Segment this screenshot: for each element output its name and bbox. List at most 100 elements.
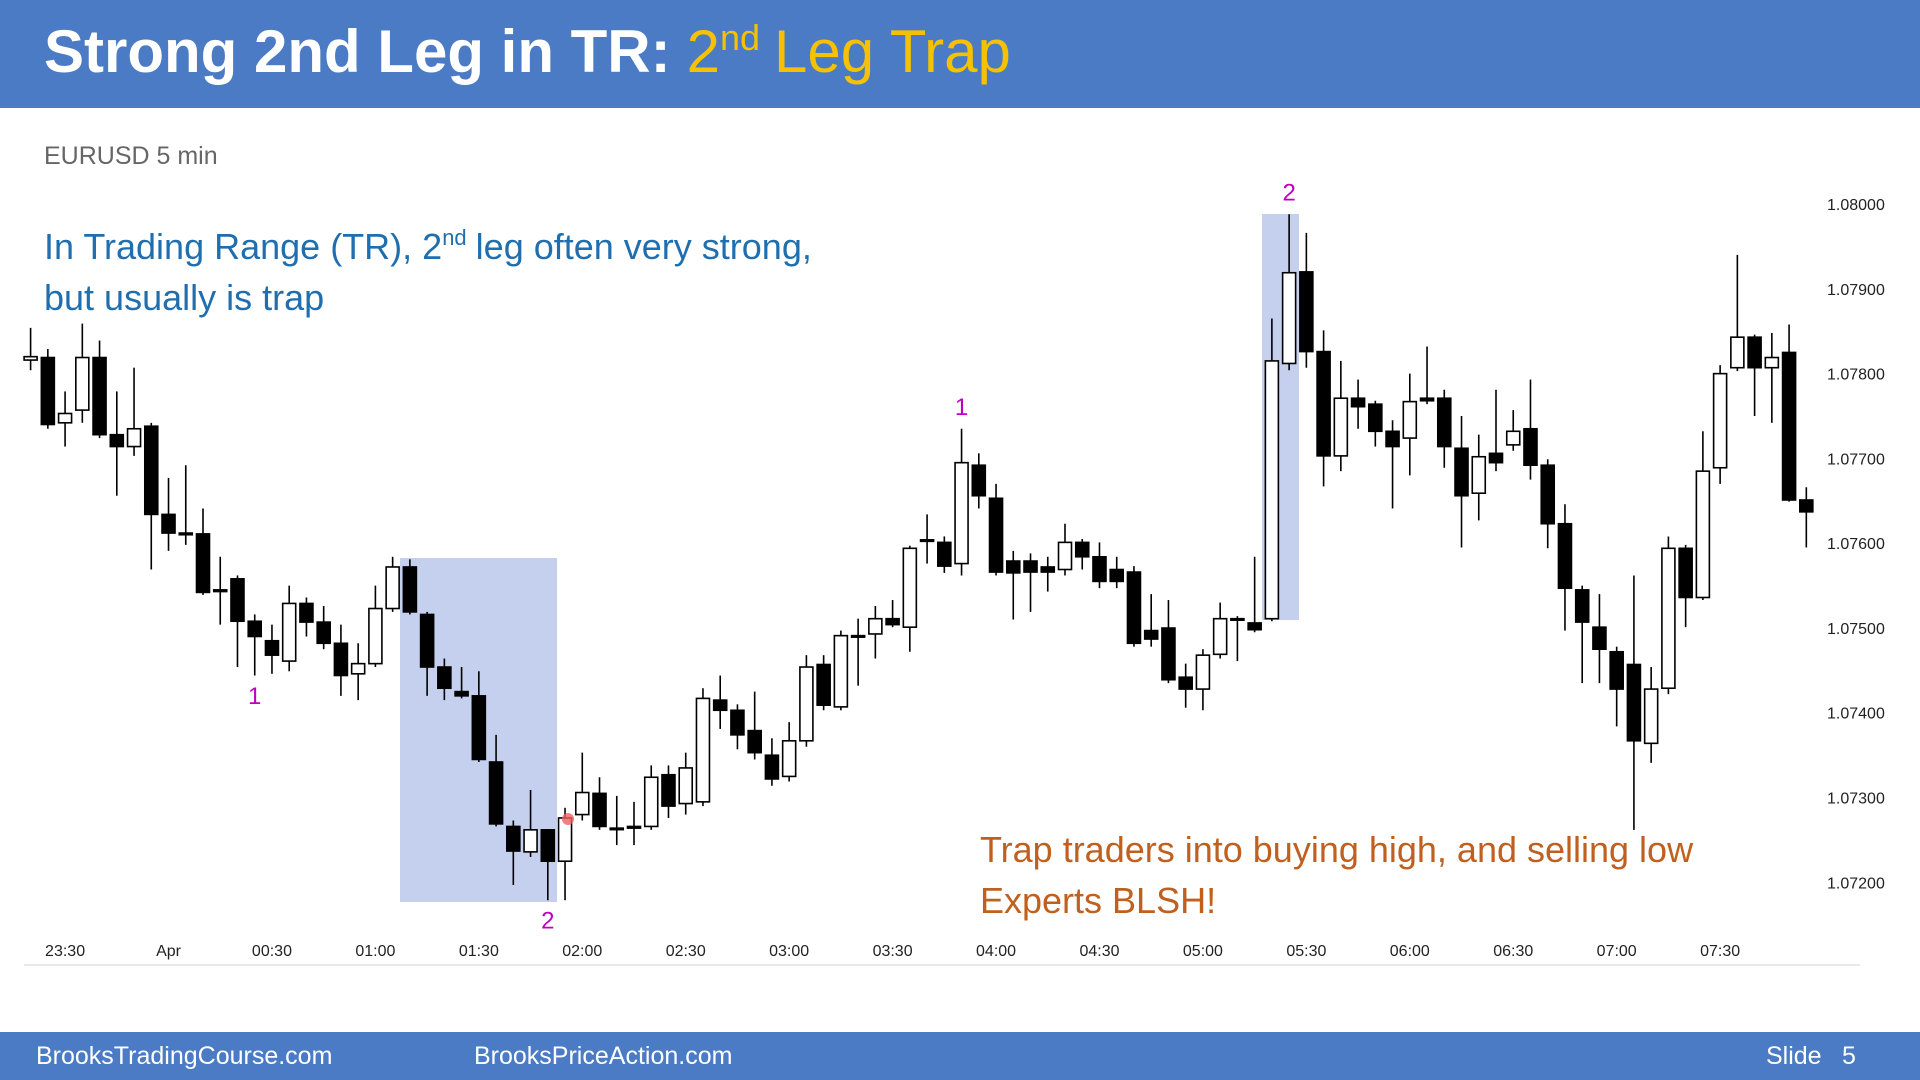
x-tick-label: 06:00 xyxy=(1390,943,1430,960)
accent-number: 2 xyxy=(686,18,720,85)
candle-body xyxy=(747,729,762,754)
y-tick-label: 1.07700 xyxy=(1827,451,1885,468)
candle-body xyxy=(1247,622,1262,631)
candle-body xyxy=(1368,403,1383,433)
candle-body xyxy=(902,547,918,628)
candle-body xyxy=(988,497,1004,573)
candle-body xyxy=(471,695,487,761)
annotation-text: In Trading Range (TR), 2 xyxy=(44,226,443,267)
candle-body xyxy=(799,666,814,742)
candle-body xyxy=(1695,470,1711,599)
candle-body xyxy=(1661,547,1676,690)
x-tick-label: 00:30 xyxy=(252,943,292,960)
x-tick-label: 05:30 xyxy=(1286,943,1326,960)
candle-body xyxy=(678,767,694,805)
candle-body xyxy=(230,578,245,623)
candle-body xyxy=(609,827,625,831)
x-tick-label: 04:00 xyxy=(976,943,1016,960)
candle-body xyxy=(1040,566,1056,573)
candle-body xyxy=(592,792,607,828)
candle-body xyxy=(143,425,159,516)
candle-body xyxy=(488,761,504,825)
candle-body xyxy=(1299,271,1314,353)
candle-body xyxy=(781,739,797,778)
title-accent: 2nd Leg Trap xyxy=(687,18,1011,85)
candle-body xyxy=(161,513,176,534)
candle-body xyxy=(1333,397,1349,457)
candle-body xyxy=(1781,351,1797,501)
x-tick-label: 05:00 xyxy=(1183,943,1223,960)
candle-body xyxy=(1574,589,1590,623)
candle-body xyxy=(1626,663,1642,742)
accent-sup: nd xyxy=(719,17,761,58)
footer-bar: BrooksTradingCourse.com BrooksPriceActio… xyxy=(0,1032,1920,1080)
candle-body xyxy=(868,617,883,635)
candle-body xyxy=(23,355,38,361)
x-tick-label: 01:30 xyxy=(459,943,499,960)
annotation-line: but usually is trap xyxy=(44,272,812,323)
candle-body xyxy=(247,620,263,638)
candle-body xyxy=(1005,560,1021,574)
candle-body xyxy=(712,699,728,712)
y-tick-label: 1.07600 xyxy=(1827,536,1885,553)
y-tick-label: 1.07800 xyxy=(1827,367,1885,384)
candle-body xyxy=(316,621,331,645)
annotation-line: Experts BLSH! xyxy=(980,875,1693,926)
candle-body xyxy=(126,427,142,448)
x-tick-label: 04:30 xyxy=(1079,943,1119,960)
candle-body xyxy=(919,539,935,543)
entry-marker xyxy=(562,813,574,825)
candle-body xyxy=(40,356,56,426)
candle-body xyxy=(695,697,711,803)
candle-body xyxy=(350,662,366,675)
candle-body xyxy=(1316,350,1331,457)
candle-body xyxy=(368,607,383,665)
candle-body xyxy=(661,773,676,807)
candle-body xyxy=(816,663,831,706)
y-tick-label: 1.08000 xyxy=(1827,197,1885,214)
candle-body xyxy=(626,825,642,829)
candle-body xyxy=(1419,397,1435,402)
slide-label: Slide xyxy=(1766,1042,1822,1070)
candle-body xyxy=(506,825,521,852)
candle-body xyxy=(1609,650,1624,690)
footer-site: BrooksPriceAction.com xyxy=(474,1042,733,1070)
candle-body xyxy=(954,461,969,565)
y-tick-label: 1.07900 xyxy=(1827,282,1885,299)
annotation-text: Experts BLSH! xyxy=(980,880,1217,921)
candle-body xyxy=(523,829,538,853)
candle-body xyxy=(299,602,314,623)
candle-body xyxy=(1764,356,1780,369)
candle-body xyxy=(643,776,659,828)
candle-body xyxy=(1592,626,1607,651)
candle-body xyxy=(1643,688,1659,745)
candle-body xyxy=(1178,676,1193,690)
candle-body xyxy=(1678,547,1693,599)
candle-body xyxy=(333,642,349,677)
annotation-text: but usually is trap xyxy=(44,277,325,318)
candle-body xyxy=(1436,397,1452,448)
candle-body xyxy=(109,433,125,448)
annotation: In Trading Range (TR), 2nd leg often very… xyxy=(44,221,812,323)
candle-body xyxy=(1471,455,1487,494)
candle-body xyxy=(1523,427,1538,467)
leg-label: 2 xyxy=(1282,180,1295,207)
candle-body xyxy=(419,613,435,668)
candle-body xyxy=(1264,360,1280,620)
x-tick-label: 01:00 xyxy=(355,943,395,960)
header-bar: Strong 2nd Leg in TR: 2nd Leg Trap xyxy=(0,0,1920,108)
candle-body xyxy=(454,690,469,697)
annotation-sup: nd xyxy=(442,225,467,250)
candle-body xyxy=(1747,336,1762,369)
y-tick-label: 1.07400 xyxy=(1827,706,1885,723)
leg-label: 1 xyxy=(248,683,261,710)
candle-body xyxy=(195,533,211,594)
annotation-text: leg often very strong, xyxy=(475,226,812,267)
candle-body xyxy=(574,791,590,816)
candle-body xyxy=(1074,541,1090,558)
y-tick-label: 1.07500 xyxy=(1827,621,1885,638)
candle-body xyxy=(1195,654,1211,690)
candle-body xyxy=(1454,447,1469,497)
candle-body xyxy=(1126,571,1142,645)
x-tick-label: Apr xyxy=(156,943,182,960)
